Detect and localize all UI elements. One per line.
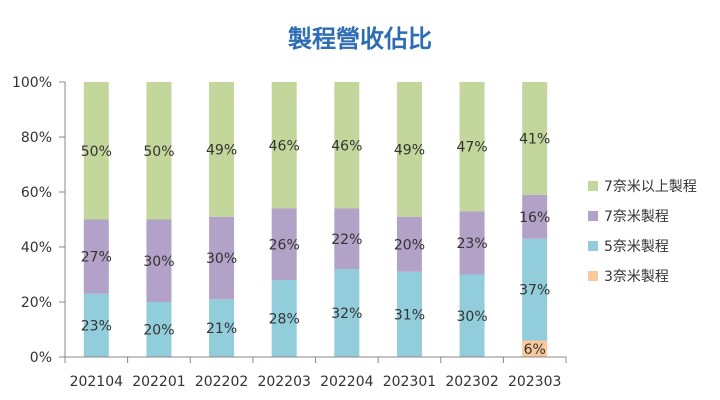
data-label: 23%	[457, 236, 488, 252]
bar-segment	[522, 82, 548, 195]
data-label: 21%	[206, 321, 237, 337]
bar-segment	[334, 82, 360, 209]
bar-segment	[83, 219, 109, 294]
bar-segment	[271, 82, 297, 209]
bar-segment	[209, 82, 235, 217]
data-label: 20%	[394, 237, 425, 253]
y-axis: 0% 20% 40% 60% 80% 100%	[12, 75, 66, 366]
y-tick-label: 40%	[21, 240, 52, 256]
chart-title: 製程營收佔比	[288, 25, 432, 53]
data-label: 27%	[81, 250, 112, 266]
x-tick-label: 202302	[445, 374, 498, 390]
bars: 23% 27% 50% 20% 30% 50% 21% 30% 49% 28% 26% 46% 32% 2…	[81, 82, 550, 358]
x-axis: 202104 202201 202202 202203 202204 202301 2023…	[64, 356, 567, 390]
y-tick-label: 100%	[12, 75, 52, 91]
data-label: 50%	[143, 144, 174, 160]
bar-segment	[459, 82, 485, 212]
y-tick-label: 60%	[21, 185, 52, 201]
y-tick-label: 80%	[21, 130, 52, 146]
data-label: 30%	[143, 254, 174, 270]
x-tick-label: 202104	[70, 374, 124, 390]
data-label: 31%	[394, 307, 425, 323]
data-label: 6%	[524, 342, 546, 358]
bar-segment	[459, 274, 485, 357]
y-tick-label: 20%	[21, 295, 52, 311]
data-label: 50%	[81, 144, 112, 160]
bar-segment	[522, 340, 548, 357]
bar-segment	[459, 211, 485, 275]
legend: 7奈米以上製程 7奈米製程 5奈米製程 3奈米製程	[588, 179, 697, 285]
x-tick-label: 202203	[257, 374, 310, 390]
x-tick-label: 202201	[132, 374, 185, 390]
data-label: 30%	[206, 251, 237, 267]
bar-segment	[271, 208, 297, 280]
bar-segment	[209, 299, 235, 357]
bar-segment	[146, 302, 172, 357]
legend-swatch	[588, 241, 598, 251]
data-label: 30%	[457, 309, 488, 325]
bar-segment	[396, 271, 422, 357]
legend-swatch	[588, 211, 598, 221]
bar-segment	[522, 194, 548, 239]
x-tick-label: 202204	[320, 374, 374, 390]
bar-segment	[271, 280, 297, 357]
x-tick-label: 202303	[508, 374, 561, 390]
legend-label: 7奈米製程	[604, 209, 669, 225]
bar-segment	[146, 82, 172, 220]
legend-label: 7奈米以上製程	[604, 179, 697, 195]
data-label: 49%	[394, 142, 425, 158]
bar-segment	[334, 208, 360, 269]
data-label: 32%	[331, 306, 362, 322]
bar-segment	[396, 216, 422, 272]
legend-label: 5奈米製程	[604, 239, 669, 255]
legend-label: 3奈米製程	[604, 269, 669, 285]
data-label: 49%	[206, 142, 237, 158]
bar-segment	[334, 269, 360, 357]
data-label: 41%	[519, 131, 550, 147]
bar-segment	[209, 216, 235, 300]
data-label: 26%	[269, 237, 300, 253]
legend-swatch	[588, 271, 598, 281]
data-label: 47%	[457, 140, 488, 156]
bar-segment	[522, 238, 548, 341]
data-label: 20%	[143, 323, 174, 339]
bar-segment	[396, 82, 422, 217]
y-tick-label: 0%	[30, 350, 52, 366]
data-label: 22%	[331, 232, 362, 248]
data-label: 46%	[269, 138, 300, 154]
bar-segment	[83, 293, 109, 357]
x-tick-label: 202301	[383, 374, 436, 390]
data-label: 23%	[81, 318, 112, 334]
bar-segment	[146, 219, 172, 302]
bar-segment	[83, 82, 109, 220]
data-label: 28%	[269, 312, 300, 328]
data-label: 37%	[519, 283, 550, 299]
data-label: 46%	[331, 138, 362, 154]
data-label: 16%	[519, 210, 550, 226]
x-tick-label: 202202	[195, 374, 248, 390]
legend-swatch	[588, 181, 598, 191]
